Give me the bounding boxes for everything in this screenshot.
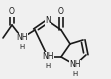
Text: NH: NH — [42, 52, 54, 61]
Text: NH: NH — [16, 33, 28, 42]
Text: NH: NH — [69, 60, 81, 69]
Text: H: H — [45, 63, 51, 69]
Text: O: O — [9, 8, 15, 17]
Text: H: H — [19, 44, 25, 50]
Text: O: O — [58, 8, 64, 17]
Text: H: H — [72, 71, 78, 77]
Text: N: N — [45, 17, 51, 25]
